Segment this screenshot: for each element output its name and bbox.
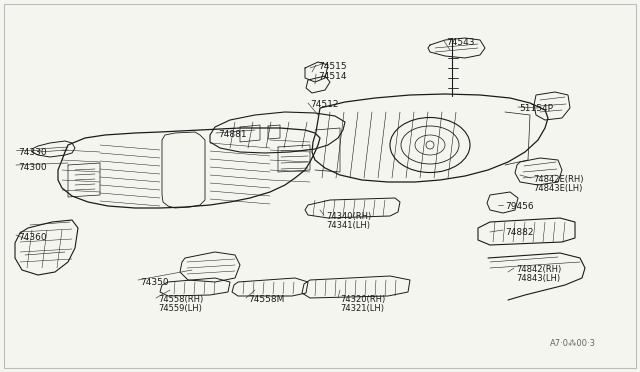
- Text: 74515: 74515: [318, 62, 347, 71]
- Text: 74300: 74300: [18, 163, 47, 172]
- Text: 74559(LH): 74559(LH): [158, 304, 202, 313]
- Text: 74341(LH): 74341(LH): [326, 221, 370, 230]
- Text: 74558(RH): 74558(RH): [158, 295, 204, 304]
- Text: 74514: 74514: [318, 72, 346, 81]
- Text: 74843(LH): 74843(LH): [516, 274, 560, 283]
- Text: 74350: 74350: [140, 278, 168, 287]
- Text: 51154P: 51154P: [519, 104, 553, 113]
- Text: 74340(RH): 74340(RH): [326, 212, 371, 221]
- Text: 74543: 74543: [446, 38, 474, 47]
- Text: 74320(RH): 74320(RH): [340, 295, 385, 304]
- Text: 74558M: 74558M: [248, 295, 284, 304]
- Text: 74330: 74330: [18, 148, 47, 157]
- Text: 74843E(LH): 74843E(LH): [533, 184, 582, 193]
- Text: A7·0⁂00·3: A7·0⁂00·3: [550, 339, 596, 348]
- Text: 74842E(RH): 74842E(RH): [533, 175, 584, 184]
- Text: 74881: 74881: [218, 130, 246, 139]
- Text: 74512: 74512: [310, 100, 339, 109]
- Text: 74842(RH): 74842(RH): [516, 265, 561, 274]
- Text: 74360: 74360: [18, 233, 47, 242]
- Text: 79456: 79456: [505, 202, 534, 211]
- Text: 74321(LH): 74321(LH): [340, 304, 384, 313]
- Text: 74882: 74882: [505, 228, 534, 237]
